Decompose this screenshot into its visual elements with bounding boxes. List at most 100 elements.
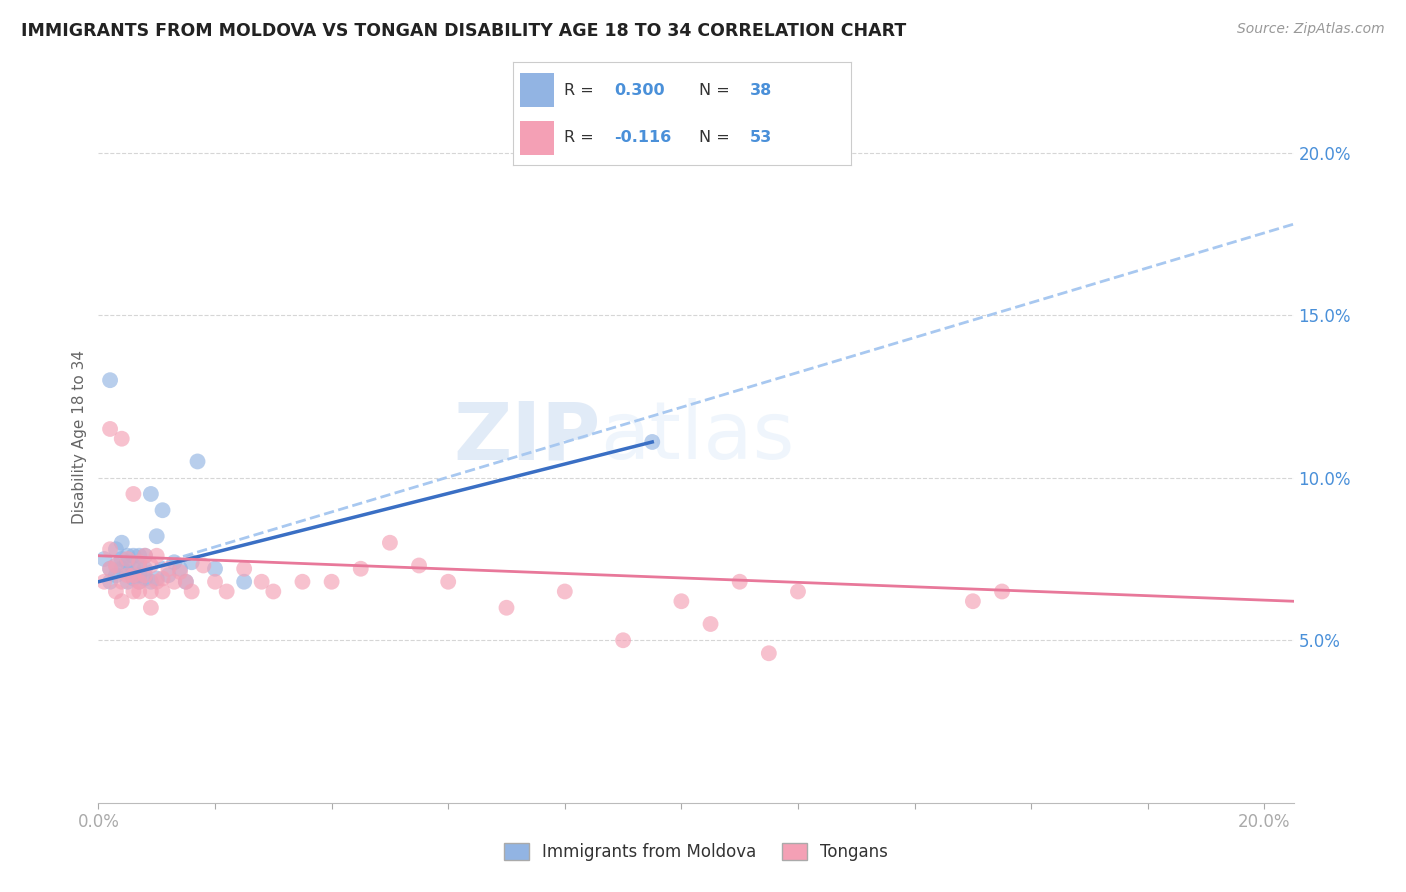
Point <box>122 487 145 501</box>
Point <box>134 549 156 563</box>
Point <box>93 552 115 566</box>
Point <box>122 549 145 563</box>
Point <box>139 574 162 589</box>
Point <box>104 542 127 557</box>
Point <box>111 535 134 549</box>
Point <box>117 552 139 566</box>
Text: atlas: atlas <box>600 398 794 476</box>
Text: IMMIGRANTS FROM MOLDOVA VS TONGAN DISABILITY AGE 18 TO 34 CORRELATION CHART: IMMIGRANTS FROM MOLDOVA VS TONGAN DISABI… <box>21 22 907 40</box>
Point <box>215 584 238 599</box>
Point <box>437 574 460 589</box>
Text: N =: N = <box>699 130 735 145</box>
Point <box>378 535 401 549</box>
Point <box>122 572 145 586</box>
Point <box>98 542 121 557</box>
Point <box>350 562 373 576</box>
Point <box>104 558 127 573</box>
Text: 53: 53 <box>749 130 772 145</box>
Point <box>139 487 162 501</box>
Point <box>169 562 191 576</box>
Point <box>728 574 751 589</box>
Point <box>321 574 343 589</box>
Point <box>111 574 134 589</box>
Point <box>174 574 197 589</box>
Point <box>262 584 284 599</box>
Point <box>117 568 139 582</box>
Point <box>111 552 134 566</box>
Point <box>117 549 139 563</box>
Point <box>128 549 150 563</box>
Point <box>163 555 186 569</box>
Point <box>157 562 180 576</box>
FancyBboxPatch shape <box>520 73 554 106</box>
Point <box>104 568 127 582</box>
Point <box>139 600 162 615</box>
Point <box>111 562 134 576</box>
Text: ZIP: ZIP <box>453 398 600 476</box>
Point <box>128 568 150 582</box>
Point <box>193 558 215 573</box>
Point <box>104 558 127 573</box>
Point <box>98 422 121 436</box>
Point <box>169 565 191 579</box>
Text: 0.300: 0.300 <box>614 83 665 97</box>
Point <box>128 584 150 599</box>
Point <box>152 572 174 586</box>
Point <box>139 584 162 599</box>
Point <box>134 572 156 586</box>
Point <box>204 562 226 576</box>
Point <box>98 373 121 387</box>
Point <box>787 584 810 599</box>
Point <box>612 633 634 648</box>
Point <box>128 558 150 573</box>
Legend: Immigrants from Moldova, Tongans: Immigrants from Moldova, Tongans <box>498 836 894 868</box>
Point <box>128 574 150 589</box>
Point <box>495 600 517 615</box>
Point <box>111 432 134 446</box>
Point <box>122 562 145 576</box>
Point <box>699 617 721 632</box>
Point <box>180 555 202 569</box>
Point <box>98 562 121 576</box>
FancyBboxPatch shape <box>520 121 554 155</box>
Point <box>134 568 156 582</box>
Point <box>233 562 256 576</box>
Point <box>117 574 139 589</box>
Point <box>134 562 156 576</box>
Point <box>204 574 226 589</box>
Point <box>758 646 780 660</box>
Text: R =: R = <box>564 130 599 145</box>
Point <box>250 574 273 589</box>
Point <box>117 565 139 579</box>
Point <box>180 584 202 599</box>
Point <box>145 529 167 543</box>
Point <box>291 574 314 589</box>
Point <box>111 594 134 608</box>
Point <box>174 574 197 589</box>
Point <box>134 549 156 563</box>
Point <box>408 558 430 573</box>
Point <box>104 584 127 599</box>
Point <box>98 562 121 576</box>
Point <box>233 574 256 589</box>
Point <box>152 503 174 517</box>
Point <box>157 568 180 582</box>
Y-axis label: Disability Age 18 to 34: Disability Age 18 to 34 <box>72 350 87 524</box>
Point <box>163 574 186 589</box>
Text: R =: R = <box>564 83 599 97</box>
Point <box>962 594 984 608</box>
Point <box>152 584 174 599</box>
Point <box>145 572 167 586</box>
Point <box>117 555 139 569</box>
Text: Source: ZipAtlas.com: Source: ZipAtlas.com <box>1237 22 1385 37</box>
Point <box>93 574 115 589</box>
Point <box>554 584 576 599</box>
Text: -0.116: -0.116 <box>614 130 672 145</box>
Point <box>122 584 145 599</box>
Text: N =: N = <box>699 83 735 97</box>
Point <box>641 434 664 449</box>
Point <box>122 568 145 582</box>
Text: 38: 38 <box>749 83 772 97</box>
Point <box>128 574 150 589</box>
Point <box>186 454 208 468</box>
